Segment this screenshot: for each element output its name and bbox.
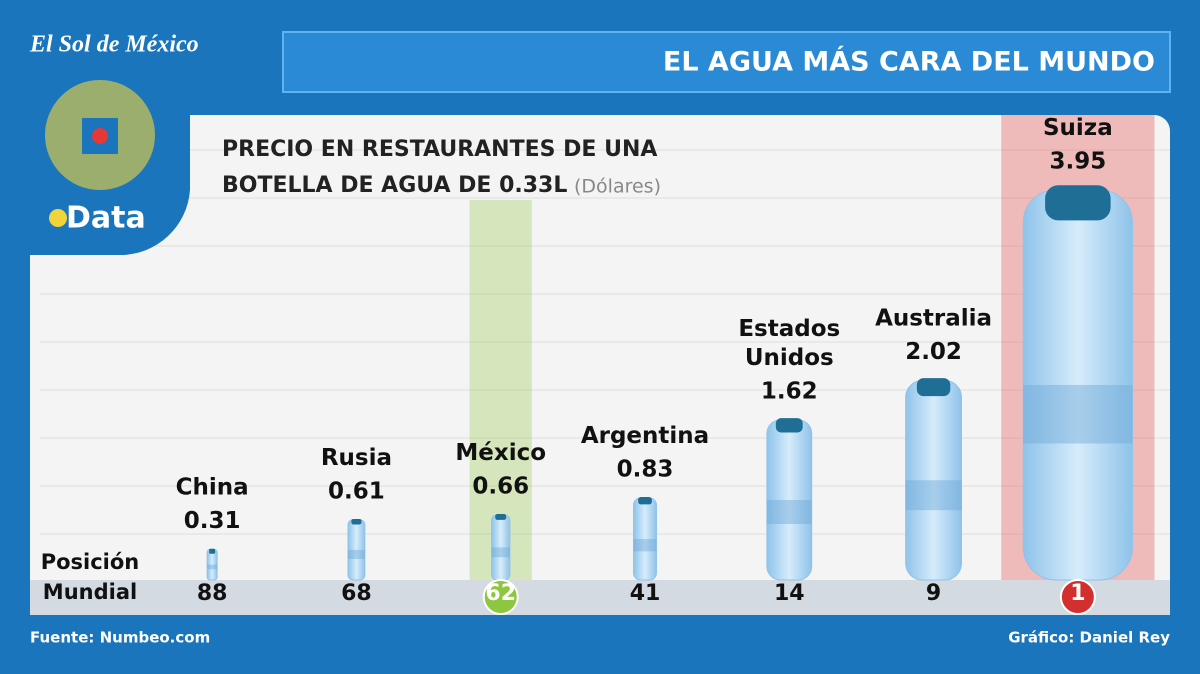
position: 68 (341, 581, 372, 606)
value-label: 0.31 (184, 508, 241, 534)
bottle-cap (916, 378, 951, 397)
category-label: México (455, 439, 546, 465)
position: 62 (485, 581, 516, 606)
plot: 0.31 China 88 0.61 Rusia 68 0.66 México 62 0.83 Ar… (176, 114, 1155, 615)
position: 9 (926, 581, 941, 606)
bottle-cap (495, 514, 507, 520)
credit: Gráfico: Daniel Rey (1008, 629, 1170, 647)
logo-bullet (49, 209, 67, 227)
position: 1 (1070, 581, 1085, 606)
bottle-band (905, 480, 962, 511)
category-label: China (176, 474, 249, 500)
section-name: Data (66, 201, 146, 236)
bottle-band (1023, 384, 1133, 444)
bottle-cap (1045, 185, 1111, 221)
position: 41 (630, 581, 661, 606)
unit: (Dólares) (574, 176, 661, 198)
bottle-cap (638, 497, 652, 505)
bottle-band (633, 539, 657, 552)
position: 14 (774, 581, 805, 606)
chart-title: EL AGUA MÁS CARA DEL MUNDO (663, 46, 1155, 78)
source: Fuente: Numbeo.com (30, 629, 210, 647)
category-label: Australia (875, 305, 992, 331)
bottle-band (491, 547, 510, 558)
bottle-band (347, 549, 365, 559)
decor-lines (40, 149, 1170, 535)
category-label: Suiza (1043, 114, 1113, 140)
value-label: 0.83 (617, 457, 674, 483)
value-label: 0.61 (328, 478, 385, 504)
position-strip (30, 580, 1170, 615)
logo-center (92, 128, 108, 144)
position: 88 (197, 581, 228, 606)
bottle-cap (351, 519, 362, 525)
bottle-band (207, 564, 218, 570)
category-label: Estados Unidos (738, 316, 840, 371)
brand: El Sol de México (29, 32, 199, 58)
position-badge (482, 579, 519, 615)
value-label: 3.95 (1049, 148, 1106, 174)
position-label: Posición Mundial (41, 550, 140, 604)
category-label: Argentina (581, 423, 709, 449)
chart-subtitle: PRECIO EN RESTAURANTES DE UNA BOTELLA DE … (222, 137, 657, 198)
position-badge (1059, 579, 1096, 615)
bottle-band (766, 500, 812, 525)
bottle-cap (209, 548, 216, 554)
value-label: 2.02 (905, 339, 962, 365)
category-label: Rusia (321, 444, 392, 470)
value-label: 0.66 (472, 473, 529, 499)
title-banner (282, 31, 1171, 93)
panel (30, 115, 1170, 615)
value-label: 1.62 (761, 379, 818, 405)
bottle-cap (775, 418, 803, 433)
